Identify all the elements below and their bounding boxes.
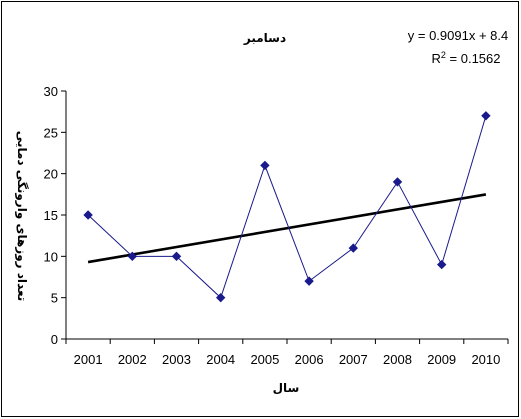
x-tick-label: 2002 bbox=[118, 352, 147, 367]
y-tick-label: 30 bbox=[44, 84, 58, 99]
x-axis-title: سال bbox=[273, 381, 300, 395]
x-tick-label: 2010 bbox=[471, 352, 500, 367]
y-axis-title: تعداد روزهای وارونگی دمایی bbox=[14, 131, 29, 301]
data-point bbox=[348, 243, 359, 253]
x-tick-label: 2008 bbox=[383, 352, 412, 367]
trendline-r-squared: R2 = 0.1562 bbox=[432, 50, 501, 66]
x-tick-label: 2006 bbox=[295, 352, 324, 367]
x-tick-label: 2007 bbox=[339, 352, 368, 367]
x-tick-label: 2009 bbox=[427, 352, 456, 367]
data-point bbox=[215, 292, 226, 303]
x-tick-label: 2001 bbox=[74, 352, 103, 367]
y-tick-label: 0 bbox=[51, 332, 58, 347]
trendline bbox=[87, 193, 487, 264]
data-point bbox=[83, 210, 93, 220]
chart-title: دسامبر bbox=[243, 31, 286, 45]
data-point bbox=[304, 276, 314, 286]
x-tick-label: 2005 bbox=[250, 352, 279, 367]
series-line bbox=[87, 115, 487, 299]
data-point bbox=[392, 177, 403, 187]
y-tick-label: 20 bbox=[44, 167, 58, 182]
y-tick-label: 25 bbox=[44, 125, 58, 140]
y-tick-label: 5 bbox=[51, 291, 58, 306]
data-point bbox=[481, 111, 491, 121]
data-point bbox=[436, 259, 447, 270]
x-tick-label: 2003 bbox=[162, 352, 191, 367]
y-tick-label: 10 bbox=[44, 249, 58, 264]
data-point bbox=[260, 160, 270, 171]
y-tick-label: 15 bbox=[44, 208, 58, 223]
trendline-equation: y = 0.9091x + 8.4 bbox=[408, 28, 508, 43]
data-point bbox=[171, 251, 182, 262]
x-tick-label: 2004 bbox=[206, 352, 235, 367]
data-point bbox=[127, 251, 138, 262]
